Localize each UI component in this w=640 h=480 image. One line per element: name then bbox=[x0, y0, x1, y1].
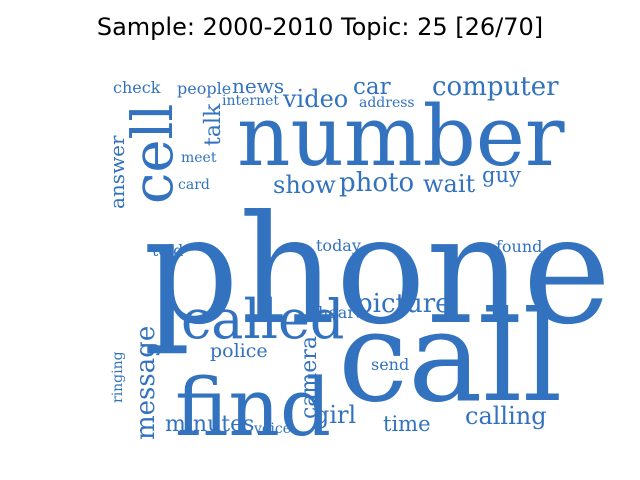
word-told: told bbox=[152, 241, 183, 260]
word-answer: answer bbox=[105, 135, 129, 209]
word-call: call bbox=[338, 285, 563, 430]
word-internet: internet bbox=[222, 93, 279, 109]
word-picture: picture bbox=[356, 289, 451, 319]
word-video: video bbox=[282, 85, 348, 113]
word-message: message bbox=[131, 326, 161, 440]
word-police: police bbox=[210, 340, 268, 362]
word-hear: hear bbox=[318, 303, 355, 322]
word-today: today bbox=[316, 236, 361, 255]
word-meet: meet bbox=[181, 150, 217, 166]
word-address: address bbox=[359, 95, 415, 111]
word-talk: talk bbox=[201, 103, 226, 146]
word-voice: voice bbox=[253, 421, 291, 437]
word-girl: girl bbox=[314, 401, 356, 429]
word-camera: camera bbox=[297, 336, 322, 419]
word-found: found bbox=[496, 237, 542, 256]
word-computer: computer bbox=[432, 72, 559, 102]
word-number: number bbox=[237, 88, 565, 185]
word-calling: calling bbox=[465, 402, 547, 430]
word-car: car bbox=[353, 74, 391, 100]
word-photo: photo bbox=[339, 168, 414, 198]
word-cell: cell bbox=[121, 104, 186, 204]
word-phone: phone bbox=[143, 184, 611, 358]
word-time: time bbox=[383, 412, 431, 436]
word-card: card bbox=[178, 177, 210, 193]
word-check: check bbox=[113, 78, 161, 97]
word-news: news bbox=[232, 74, 284, 98]
word-people: people bbox=[177, 79, 231, 98]
word-send: send bbox=[371, 355, 409, 374]
word-find: find bbox=[175, 361, 331, 454]
chart-title: Sample: 2000-2010 Topic: 25 [26/70] bbox=[96, 13, 544, 41]
word-show: show bbox=[273, 171, 336, 199]
word-guy: guy bbox=[482, 163, 521, 187]
word-ringing: ringing bbox=[110, 351, 126, 403]
word-minutes: minutes bbox=[165, 412, 254, 437]
word-called: called bbox=[181, 288, 345, 351]
word-wait: wait bbox=[423, 170, 476, 198]
